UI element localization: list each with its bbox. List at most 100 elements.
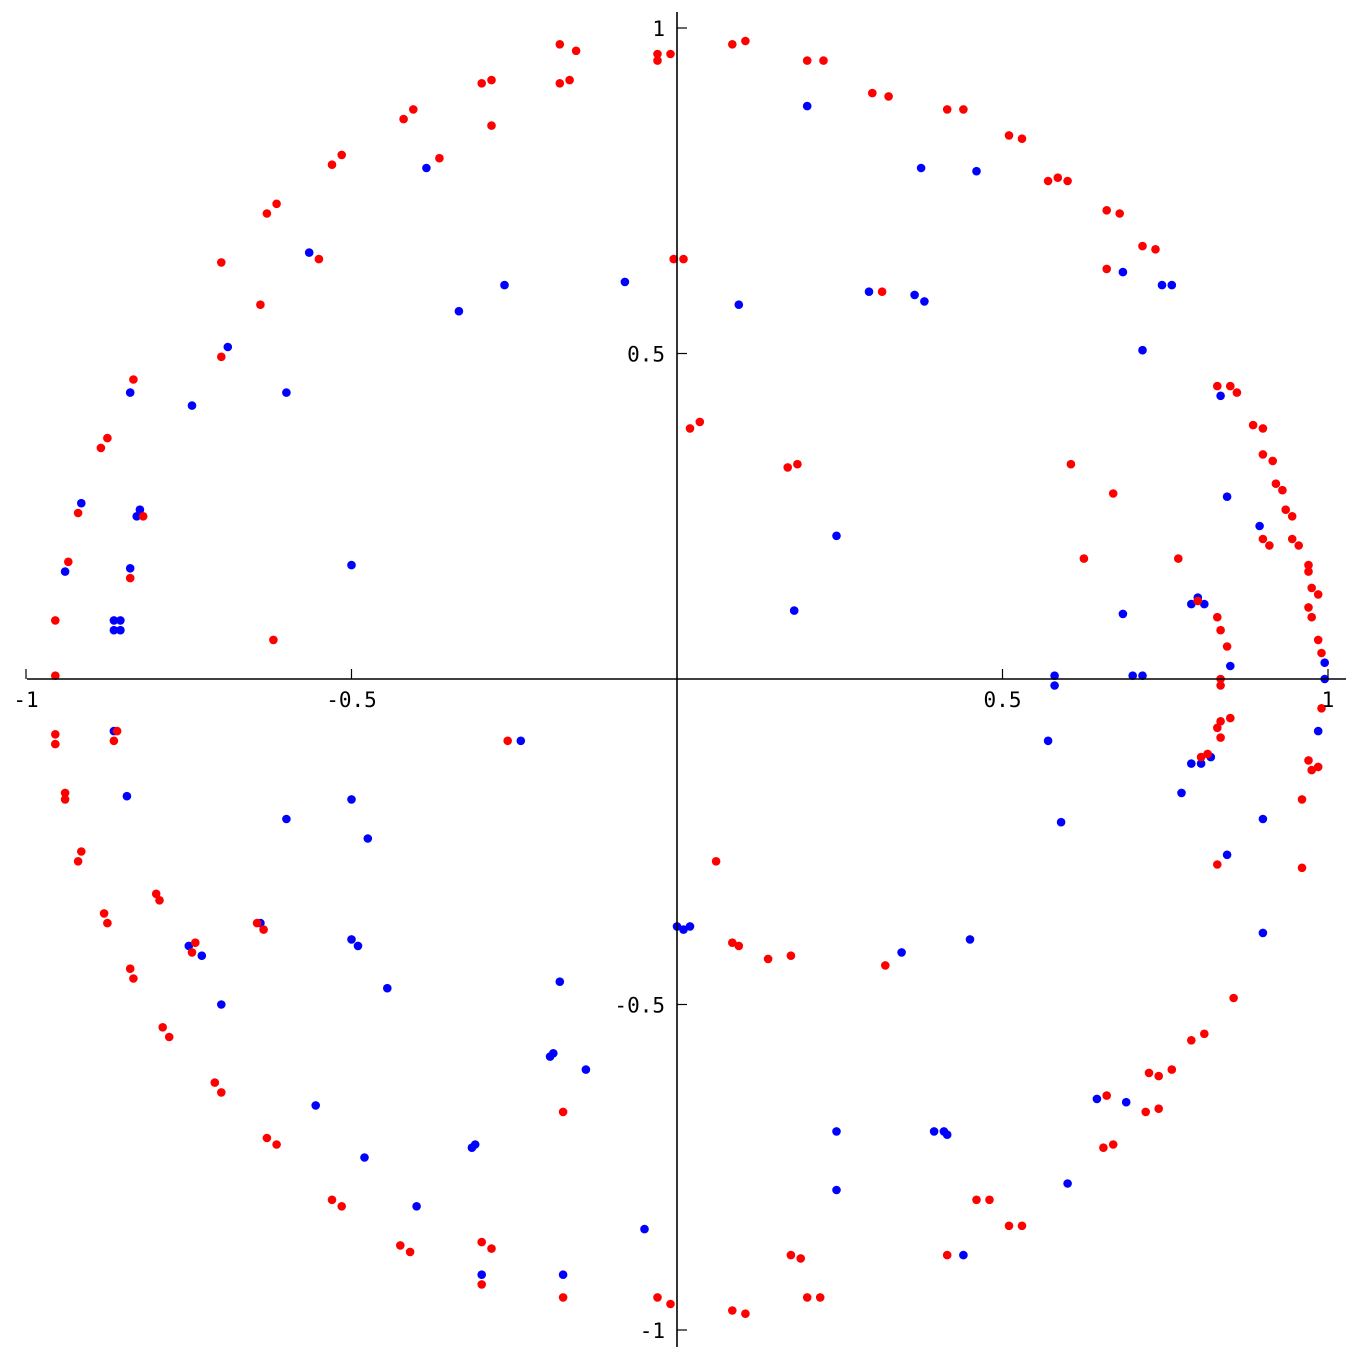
data-point: [1287, 534, 1297, 544]
data-point: [125, 573, 135, 583]
data-point: [1258, 534, 1268, 544]
data-point: [516, 736, 526, 746]
data-point: [51, 730, 60, 739]
data-point: [558, 1270, 568, 1279]
data-point: [1216, 733, 1225, 742]
data-point: [73, 857, 83, 866]
data-point: [1304, 603, 1313, 612]
data-point: [51, 616, 60, 625]
data-point: [920, 297, 929, 306]
data-point: [1313, 635, 1323, 645]
data-point: [1196, 752, 1206, 762]
data-point: [741, 36, 750, 46]
data-point: [1144, 1068, 1154, 1078]
data-point: [96, 443, 106, 453]
data-point: [1043, 176, 1053, 186]
data-point: [1222, 642, 1232, 651]
data-point: [815, 1293, 825, 1302]
data-point: [877, 287, 887, 297]
data-point: [1004, 1221, 1014, 1231]
data-point: [1102, 264, 1111, 274]
data-point: [116, 616, 125, 625]
data-point: [897, 948, 906, 957]
x-tick-label: 1: [1322, 688, 1335, 712]
data-point: [789, 606, 799, 615]
data-point: [125, 388, 135, 397]
y-tick-label: 1: [652, 17, 665, 41]
data-point: [1216, 391, 1225, 401]
data-point: [1307, 583, 1316, 593]
data-point: [135, 505, 145, 514]
data-point: [884, 92, 893, 101]
data-point: [555, 79, 565, 88]
data-point: [558, 1293, 568, 1302]
data-point: [337, 1202, 347, 1211]
data-point: [396, 1241, 405, 1250]
data-point: [454, 306, 464, 316]
data-point: [571, 46, 581, 56]
data-point: [1115, 209, 1124, 218]
data-point: [353, 941, 363, 951]
data-point: [347, 560, 356, 570]
data-point: [1232, 388, 1242, 397]
data-point: [262, 209, 272, 218]
data-point: [1317, 704, 1326, 713]
data-point: [1138, 241, 1147, 251]
data-point: [1203, 749, 1212, 759]
data-point: [832, 531, 841, 541]
data-point: [555, 40, 565, 49]
data-point: [282, 388, 291, 397]
data-point: [679, 254, 688, 264]
data-point: [581, 1065, 591, 1074]
data-point: [1017, 1221, 1027, 1231]
data-point: [272, 199, 281, 209]
data-point: [1066, 459, 1076, 469]
data-point: [125, 564, 135, 573]
data-point: [103, 918, 112, 928]
data-point: [1213, 723, 1222, 733]
data-point: [1304, 567, 1313, 576]
data-point: [109, 736, 119, 746]
data-point: [1187, 759, 1196, 768]
data-point: [786, 1250, 796, 1260]
data-point: [112, 726, 122, 736]
data-point: [1258, 450, 1268, 459]
data-point: [1043, 736, 1053, 746]
data-point: [477, 1237, 487, 1247]
data-point: [132, 512, 141, 521]
data-point: [1151, 245, 1160, 254]
data-point: [910, 290, 919, 300]
data-point: [972, 166, 981, 176]
data-point: [1118, 609, 1128, 619]
data-point: [1056, 817, 1066, 827]
data-point: [435, 153, 444, 163]
data-points: [51, 36, 1329, 1318]
data-point: [1304, 560, 1313, 570]
data-point: [1307, 612, 1316, 622]
data-point: [1271, 479, 1281, 489]
data-point: [272, 1140, 281, 1149]
data-point: [1222, 850, 1232, 860]
data-point: [728, 938, 737, 947]
data-point: [1102, 1091, 1111, 1100]
data-point: [1050, 671, 1059, 680]
data-point: [1216, 681, 1225, 690]
data-point: [793, 459, 802, 469]
data-point: [1063, 176, 1072, 186]
data-point: [129, 375, 138, 384]
data-point: [666, 1299, 675, 1309]
data-point: [832, 1127, 841, 1136]
data-point: [1187, 599, 1196, 609]
data-point: [129, 974, 138, 983]
data-point: [1174, 554, 1183, 563]
data-point: [1297, 795, 1307, 804]
data-point: [360, 1153, 369, 1162]
data-point: [1268, 456, 1277, 466]
data-point: [1278, 485, 1287, 495]
data-point: [1226, 713, 1235, 723]
data-point: [73, 508, 83, 518]
data-point: [259, 925, 268, 934]
data-point: [252, 918, 262, 928]
data-point: [1193, 596, 1203, 606]
data-point: [1099, 1143, 1108, 1152]
